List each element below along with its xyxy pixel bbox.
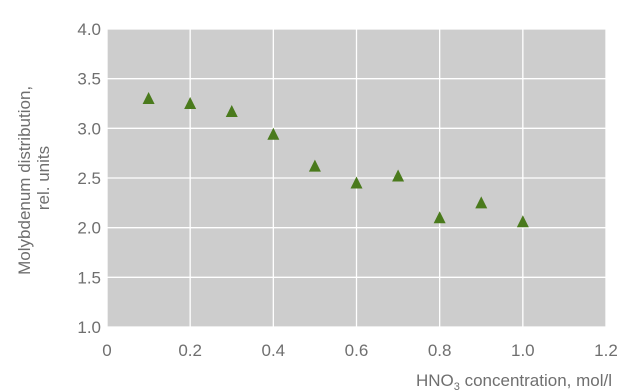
y-tick-label: 3.0	[77, 119, 101, 138]
x-tick-label: 0	[102, 341, 111, 360]
data-point-triangle	[433, 211, 446, 224]
data-point-triangle	[392, 169, 405, 182]
x-axis-label-subscript: 3	[454, 381, 460, 391]
x-tick-label: 1.2	[594, 341, 618, 360]
x-axis-label-prefix: HNO	[416, 371, 454, 390]
x-tick-labels: 0 0.2 0.4 0.6 0.8 1.0 1.2	[102, 341, 618, 360]
y-tick-label: 2.5	[77, 169, 101, 188]
x-tick-label: 0.4	[262, 341, 286, 360]
y-axis-label-line1: Molybdenum distribution,	[15, 86, 34, 275]
x-axis-label-suffix: concentration, mol/l	[460, 371, 612, 390]
y-tick-label: 4.0	[77, 20, 101, 39]
data-point-triangle	[184, 97, 197, 109]
x-tick-label: 0.2	[178, 341, 202, 360]
data-point-triangle	[267, 127, 280, 140]
data-point-triangle	[142, 92, 155, 105]
x-tick-label: 1.0	[511, 341, 535, 360]
y-tick-label: 2.0	[77, 219, 101, 238]
data-points	[142, 92, 529, 228]
y-axis-label: Molybdenum distribution, rel. units	[15, 81, 53, 275]
x-tick-label: 0.6	[345, 341, 369, 360]
y-tick-label: 3.5	[77, 70, 101, 89]
y-tick-label: 1.0	[77, 318, 101, 337]
data-point-triangle	[350, 176, 363, 189]
data-point-triangle	[308, 159, 321, 172]
y-axis-label-line2: rel. units	[34, 146, 53, 210]
data-point-triangle	[225, 104, 238, 117]
x-tick-label: 0.8	[428, 341, 452, 360]
y-tick-labels: 1.0 1.5 2.0 2.5 3.0 3.5 4.0	[77, 20, 101, 337]
x-axis-label: HNO3 concentration, mol/l	[416, 371, 612, 391]
data-point-triangle	[475, 196, 488, 209]
y-tick-label: 1.5	[77, 268, 101, 287]
data-point-triangle	[516, 215, 529, 228]
